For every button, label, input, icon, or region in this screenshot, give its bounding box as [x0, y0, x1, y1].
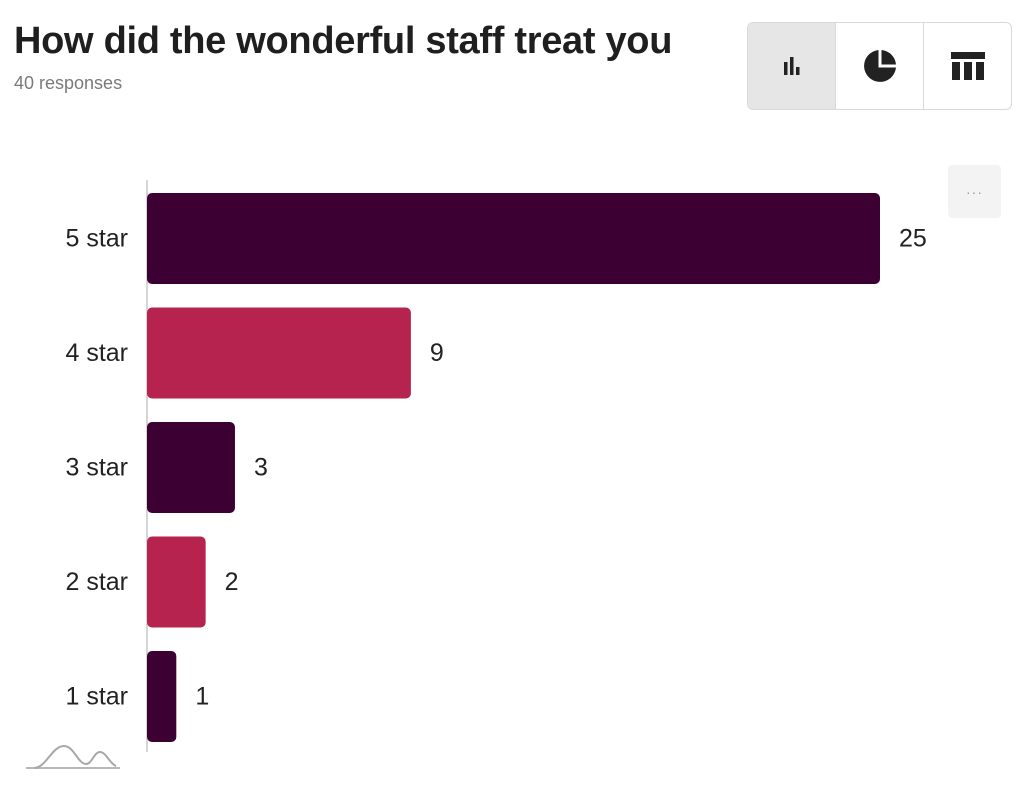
- bar-4-star[interactable]: [147, 307, 411, 399]
- pie-chart-icon: [863, 50, 896, 82]
- brand-logo-icon: [26, 744, 120, 769]
- category-label: 2 star: [65, 568, 128, 596]
- bar-3-star[interactable]: [147, 422, 235, 513]
- category-label: 3 star: [65, 454, 128, 482]
- more-options-button[interactable]: ···: [948, 165, 1001, 218]
- value-label: 9: [430, 339, 444, 367]
- value-label: 3: [254, 454, 268, 482]
- value-label: 2: [225, 568, 239, 596]
- value-label: 1: [195, 683, 209, 711]
- category-label: 5 star: [65, 225, 128, 253]
- table-button[interactable]: [924, 23, 1011, 109]
- value-label: 25: [899, 225, 927, 253]
- bar-5-star[interactable]: [147, 193, 880, 284]
- response-count: 40 responses: [14, 73, 123, 93]
- bar-1-star[interactable]: [147, 651, 177, 742]
- chart-title: How did the wonderful staff treat you: [14, 20, 673, 62]
- bar-2-star[interactable]: [147, 536, 206, 628]
- category-label: 1 star: [65, 683, 128, 711]
- pie-chart-button[interactable]: [836, 23, 924, 109]
- bar-chart-icon: [783, 57, 799, 75]
- chart-type-toolbar: [747, 22, 1012, 110]
- category-label: 4 star: [65, 339, 128, 367]
- bar-chart-button[interactable]: [748, 23, 836, 109]
- table-icon: [950, 52, 985, 80]
